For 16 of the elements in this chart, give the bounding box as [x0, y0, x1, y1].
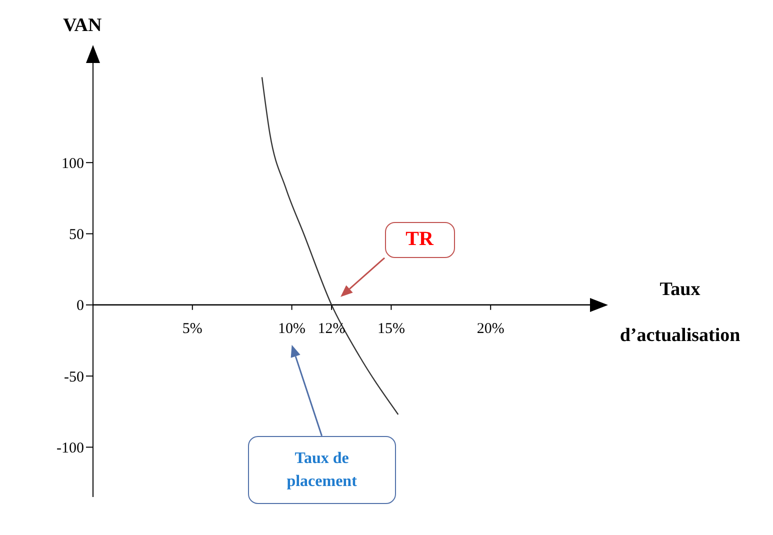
y-tick-label: 0: [76, 298, 84, 314]
callout-box: TR: [384, 222, 455, 258]
x-tick-label: 15%: [377, 320, 405, 337]
y-tick-label: -100: [56, 440, 84, 457]
x-tick-label: 10%: [278, 320, 306, 337]
y-tick-label: 100: [62, 156, 84, 172]
x-tick-label: 5%: [182, 320, 202, 337]
annotation: Taux de placement: [286, 448, 358, 492]
y-tick-label: -50: [64, 369, 84, 386]
callout-box: Taux de placement: [248, 436, 396, 504]
annotation: TR: [406, 227, 434, 252]
text: Taux d’actualisation: [620, 278, 740, 346]
x-tick-label: 12%: [318, 320, 346, 337]
y-tick-label: 50: [69, 227, 84, 244]
y-axis-title: VAN: [63, 15, 102, 37]
x-tick-label: 20%: [476, 320, 504, 337]
